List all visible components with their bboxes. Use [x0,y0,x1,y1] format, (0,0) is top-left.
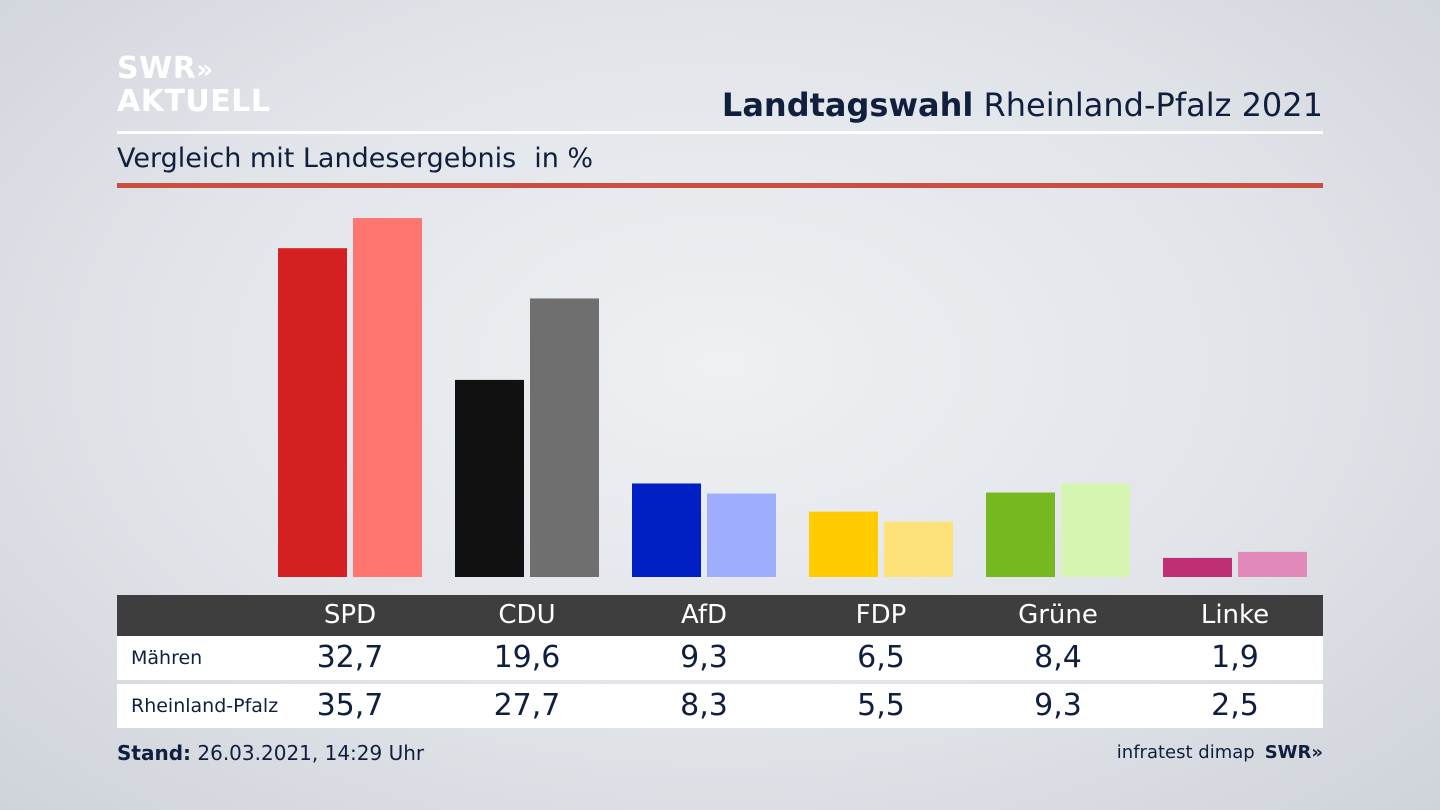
bar-spd-rheinland-pfalz [353,218,422,577]
column-header-cdu: CDU [498,600,556,630]
bar-grne-mahren [986,492,1055,577]
column-header-spd: SPD [323,600,377,630]
bar-fdp-rheinland-pfalz [884,521,953,577]
stand-value: 26.03.2021, 14:29 Uhr [197,741,425,765]
value-grne-mahren: 8,4 [1034,640,1082,675]
value-afd-mahren: 9,3 [680,640,728,675]
row-label-rheinland-pfalz: Rheinland-Pfalz [131,695,279,717]
header-divider [117,131,1323,134]
table-row: Mähren 32,7 19,6 9,3 6,5 8,4 1,9 [117,636,1323,680]
value-fdp-rheinland-pfalz: 5,5 [857,688,905,723]
stand-label: Stand: [117,741,192,765]
value-afd-rheinland-pfalz: 8,3 [680,688,728,723]
row-label-mahren: Mähren [131,647,203,669]
accent-divider [117,183,1323,188]
page-title: Landtagswahl Rheinland-Pfalz 2021 [722,86,1323,124]
bar-grne-rheinland-pfalz [1061,483,1130,577]
bar-cdu-rheinland-pfalz [530,298,599,577]
logo-text-swr: SWR [117,51,197,86]
bar-linke-mahren [1163,557,1232,577]
value-fdp-mahren: 6,5 [857,640,905,675]
column-header-grne: Grüne [1018,600,1098,630]
bar-afd-mahren [632,483,701,577]
value-linke-rheinland-pfalz: 2,5 [1211,688,1259,723]
source-text: infratest dimap [1116,742,1255,763]
swr-aktuell-logo: SWR» AKTUELL [117,54,271,117]
column-header-afd: AfD [680,600,728,630]
bar-spd-mahren [278,248,347,577]
value-cdu-mahren: 19,6 [493,640,561,675]
column-header-linke: Linke [1200,600,1270,630]
title-bold: Landtagswahl [721,86,974,124]
value-grne-rheinland-pfalz: 9,3 [1034,688,1082,723]
source-credit: infratest dimap SWR» [1117,742,1323,763]
bar-cdu-mahren [455,379,524,577]
unit-label: in % [534,143,594,174]
chart-subtitle: Vergleich mit Landesergebnis in % [117,143,593,174]
swr-brand-logo: SWR» [1264,742,1323,763]
logo-chevron-icon: » [196,55,213,85]
bar-linke-rheinland-pfalz [1238,551,1307,577]
bar-fdp-mahren [809,511,878,577]
value-cdu-rheinland-pfalz: 27,7 [493,688,561,723]
bar-afd-rheinland-pfalz [707,493,776,577]
table-header-row: SPD CDU AfD FDP Grüne Linke [117,595,1323,636]
timestamp: Stand: 26.03.2021, 14:29 Uhr [117,741,424,765]
value-spd-mahren: 32,7 [316,640,384,675]
value-spd-rheinland-pfalz: 35,7 [316,688,384,723]
title-rest: Rheinland-Pfalz 2021 [983,86,1323,124]
value-linke-mahren: 1,9 [1211,640,1259,675]
logo-text-aktuell: AKTUELL [117,84,271,119]
column-header-fdp: FDP [855,600,907,630]
results-table: SPD CDU AfD FDP Grüne Linke Mähren 32,7 19,6 9,… [117,595,1323,728]
subtitle-text: Vergleich mit Landesergebnis [117,143,517,174]
table-row: Rheinland-Pfalz 35,7 27,7 8,3 5,5 9,3 2,5 [117,684,1323,728]
